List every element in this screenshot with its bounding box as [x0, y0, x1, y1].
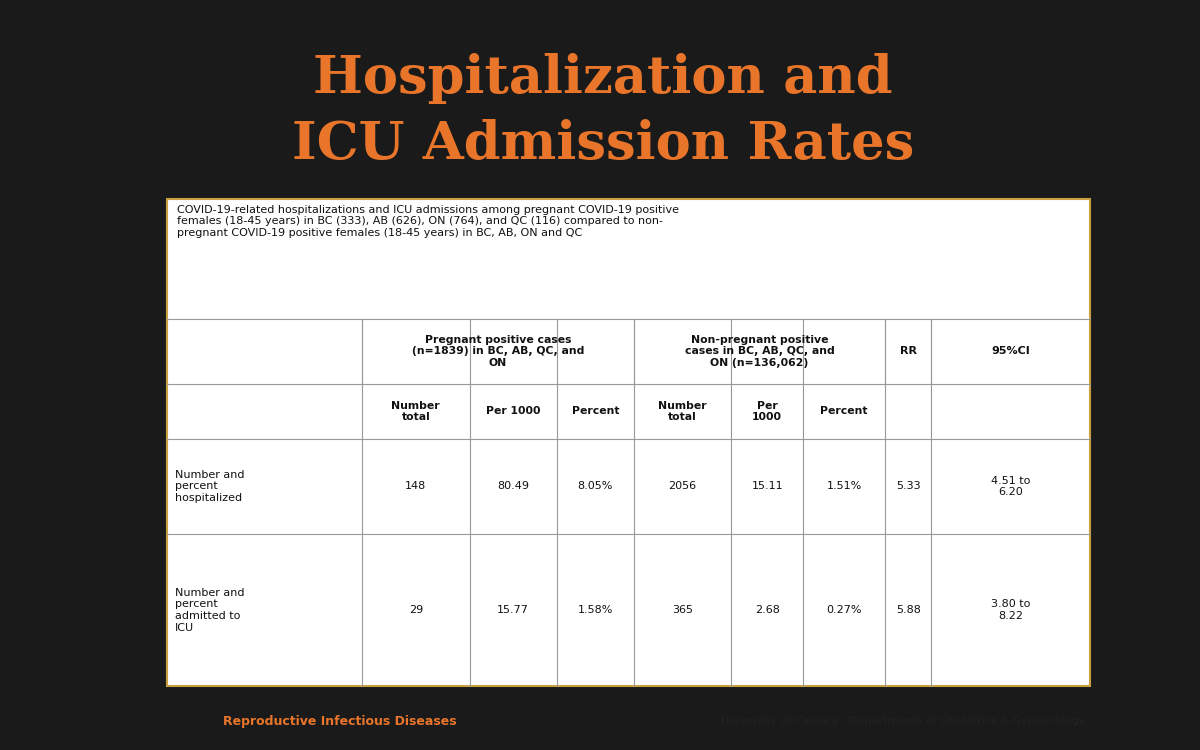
Text: University of Calgary - Departments of Obstetrics & Gynaecology: University of Calgary - Departments of O… [721, 716, 1085, 727]
Bar [167, 199, 1091, 686]
Text: Percent: Percent [571, 406, 619, 416]
Text: 3.80 to
8.22: 3.80 to 8.22 [991, 599, 1031, 621]
Text: 8.05%: 8.05% [577, 482, 613, 491]
Text: 15.11: 15.11 [751, 482, 782, 491]
Text: 2.68: 2.68 [755, 605, 780, 615]
Text: Number
total: Number total [659, 400, 707, 422]
Text: Percent: Percent [821, 406, 868, 416]
Text: 29: 29 [409, 605, 422, 615]
Text: 2056: 2056 [668, 482, 696, 491]
Text: Number
total: Number total [391, 400, 440, 422]
Text: 1.58%: 1.58% [577, 605, 613, 615]
Text: ICU Admission Rates: ICU Admission Rates [292, 118, 914, 170]
Text: 5.88: 5.88 [895, 605, 920, 615]
Text: 80.49: 80.49 [497, 482, 529, 491]
Text: 0.27%: 0.27% [827, 605, 862, 615]
Text: Reproductive Infectious Diseases: Reproductive Infectious Diseases [223, 715, 457, 728]
Text: 95%CI: 95%CI [991, 346, 1031, 356]
Text: Non-pregnant positive
cases in BC, AB, QC, and
ON (n=136,062): Non-pregnant positive cases in BC, AB, Q… [684, 334, 834, 368]
Text: Per 1000: Per 1000 [486, 406, 540, 416]
Text: Number and
percent
admitted to
ICU: Number and percent admitted to ICU [175, 588, 245, 632]
Text: Per
1000: Per 1000 [752, 400, 782, 422]
Text: 1.51%: 1.51% [827, 482, 862, 491]
Text: 15.77: 15.77 [497, 605, 529, 615]
Text: 365: 365 [672, 605, 694, 615]
Text: Hospitalization and: Hospitalization and [313, 53, 893, 104]
Text: RR: RR [900, 346, 917, 356]
Text: Pregnant positive cases
(n=1839) in BC, AB, QC, and
ON: Pregnant positive cases (n=1839) in BC, … [412, 334, 584, 368]
Text: COVID-19-related hospitalizations and ICU admissions among pregnant COVID-19 pos: COVID-19-related hospitalizations and IC… [178, 205, 679, 238]
Text: Number and
percent
hospitalized: Number and percent hospitalized [175, 470, 245, 503]
Text: 5.33: 5.33 [896, 482, 920, 491]
Text: 4.51 to
6.20: 4.51 to 6.20 [991, 476, 1031, 497]
Text: 148: 148 [406, 482, 426, 491]
